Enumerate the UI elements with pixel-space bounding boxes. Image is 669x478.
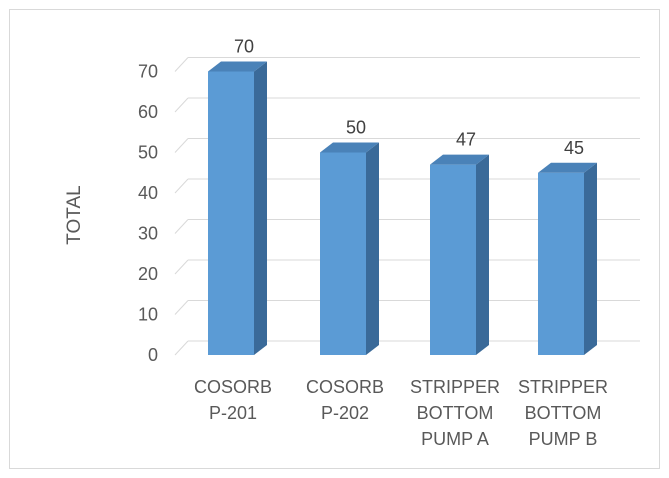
y-tick-label: 60 [138,102,158,122]
y-tick-label: 50 [138,143,158,163]
x-tick-label-line: COSORB [306,377,384,397]
bar-top-face [430,154,489,165]
x-tick-label-line: BOTTOM [525,403,602,423]
y-tick-label: 10 [138,305,158,325]
bar [320,142,379,355]
y-tick-label: 70 [138,62,158,82]
data-label: 45 [564,138,584,158]
bar-top-face [208,61,267,72]
gridline-diagonal [174,178,189,194]
data-labels: 70 50 47 45 [234,37,584,158]
x-axis-ticks: COSORB P-201 COSORB P-202 STRIPPER BOTTOM PUMP… [194,377,608,449]
gridline-diagonal [174,138,189,153]
gridline-diagonal [174,300,189,315]
x-tick-label-line: P-202 [321,403,369,423]
bar-top-face [320,142,379,153]
x-tick-label-line: STRIPPER [410,377,500,397]
x-tick-label-line: PUMP A [421,429,489,449]
x-tick-label-line: BOTTOM [417,403,494,423]
bar-front-face [538,172,584,355]
data-label: 47 [456,130,476,150]
data-label: 50 [346,118,366,138]
gridline-diagonal [174,259,189,275]
x-tick-label-line: COSORB [194,377,272,397]
bar-side-face [584,162,597,355]
bar-front-face [430,164,476,355]
y-axis-title: TOTAL [64,185,85,244]
bar-front-face [208,71,254,355]
bar-side-face [254,61,267,355]
bar-side-face [366,142,379,355]
y-tick-label: 30 [138,224,158,244]
gridline-diagonal [174,340,189,356]
y-tick-label: 20 [138,264,158,284]
gridline-diagonal [174,97,189,113]
gridline-diagonal [174,219,189,234]
gridline-diagonal [174,57,189,72]
chart-frame: 0 10 20 30 40 50 60 70 70 50 47 45 COSORB P-201 COSO… [9,9,660,469]
x-tick-label: STRIPPER BOTTOM PUMP B [518,377,608,449]
bar [430,154,489,355]
bar [208,61,267,355]
bar-top-face [538,162,597,173]
data-label: 70 [234,37,254,57]
y-tick-label: 0 [148,345,158,365]
bars [208,61,597,355]
x-tick-label: STRIPPER BOTTOM PUMP A [410,377,500,449]
bar-front-face [320,152,366,355]
x-tick-label-line: P-201 [209,403,257,423]
y-tick-label: 40 [138,183,158,203]
x-tick-label: COSORB P-202 [306,377,384,423]
bar-side-face [476,154,489,355]
x-tick-label-line: STRIPPER [518,377,608,397]
x-tick-label-line: PUMP B [529,429,598,449]
bar [538,162,597,355]
x-tick-label: COSORB P-201 [194,377,272,423]
y-axis-ticks: 0 10 20 30 40 50 60 70 [138,62,158,366]
